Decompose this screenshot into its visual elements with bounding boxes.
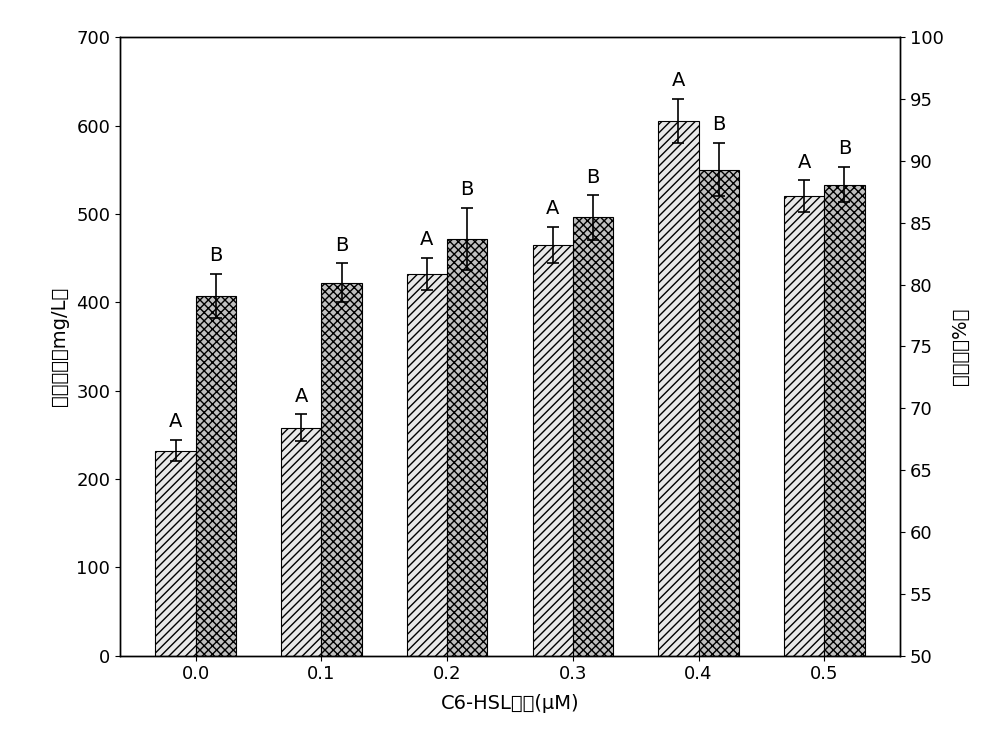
Text: B: B [712, 115, 725, 134]
Bar [447, 238, 487, 656]
Text: A: A [295, 387, 308, 405]
Bar [658, 121, 699, 656]
Text: B: B [586, 168, 600, 186]
Bar [824, 185, 865, 656]
Bar [533, 245, 573, 656]
Text: A: A [672, 72, 685, 90]
Text: A: A [169, 412, 182, 431]
Bar [573, 218, 613, 656]
Text: B: B [461, 180, 474, 199]
Y-axis label: 多糖浓度（mg/L）: 多糖浓度（mg/L） [50, 287, 69, 406]
Text: B: B [209, 246, 222, 265]
Bar [281, 428, 321, 656]
Bar [196, 296, 236, 656]
Bar [407, 274, 447, 656]
Bar [321, 283, 362, 656]
Y-axis label: 絮凝率（%）: 絮凝率（%） [951, 308, 970, 385]
Text: A: A [546, 200, 559, 218]
X-axis label: C6-HSL浓度(μM): C6-HSL浓度(μM) [441, 694, 579, 714]
Bar [155, 451, 196, 656]
Bar [699, 170, 739, 656]
Text: B: B [838, 139, 851, 158]
Text: A: A [798, 153, 811, 171]
Bar [784, 196, 824, 656]
Text: A: A [420, 230, 434, 250]
Text: B: B [335, 235, 348, 255]
